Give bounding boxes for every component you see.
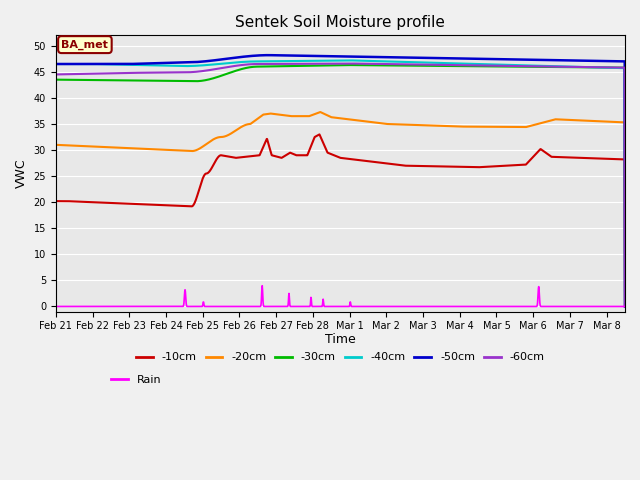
Text: BA_met: BA_met [61, 39, 108, 50]
Y-axis label: VWC: VWC [15, 159, 28, 188]
Legend: Rain: Rain [107, 370, 166, 389]
X-axis label: Time: Time [325, 333, 356, 346]
Title: Sentek Soil Moisture profile: Sentek Soil Moisture profile [236, 15, 445, 30]
